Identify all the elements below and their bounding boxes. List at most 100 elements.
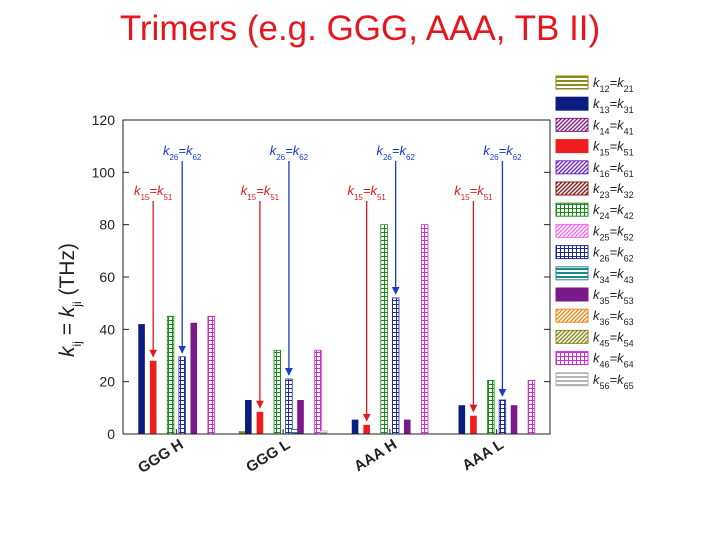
legend-swatch — [555, 75, 589, 90]
y-tick-label: 80 — [99, 217, 115, 233]
legend-item-k25=k52: k25=k52 — [555, 223, 634, 242]
bar-k26=k62-AAA-L — [498, 399, 507, 435]
legend-label: k15=k51 — [593, 139, 634, 158]
bar-k13=k31-GGG-L — [245, 399, 252, 434]
annotation-k15=k51-group-0: k15=k51 — [134, 183, 173, 358]
plot-frame — [122, 119, 551, 435]
bar-k26=k62-AAA-H — [391, 297, 400, 435]
legend-label: k56=k65 — [593, 372, 634, 391]
legend-item-k35=k53: k35=k53 — [555, 287, 634, 306]
bar-k46=k64-AAA-H — [420, 224, 429, 435]
bar-k13=k31-AAA-L — [458, 405, 466, 434]
y-axis-label-sub1: ij — [70, 341, 84, 346]
bar-k24=k42-GGG-L — [273, 349, 282, 435]
bar-k34=k43-GGG-L — [291, 428, 299, 435]
legend-label: k46=k64 — [593, 351, 634, 370]
bar-k13=k31-GGG-H — [138, 324, 145, 434]
y-tick-label: 100 — [92, 164, 116, 180]
y-axis-label-k2: k — [56, 305, 79, 317]
bar-k35=k53-GGG-H — [190, 322, 198, 434]
legend-label: k25=k52 — [593, 223, 634, 242]
bar-k35=k53-GGG-L — [297, 399, 304, 434]
legend-swatch — [555, 181, 589, 196]
annotation-k26=k62-group-3: k26=k62 — [483, 143, 522, 397]
svg-text:k26=k62: k26=k62 — [483, 143, 522, 162]
bar-k24=k42-GGG-H — [166, 315, 175, 435]
legend-swatch — [555, 96, 589, 111]
x-category-label: GGG H — [135, 436, 186, 477]
legend-swatch — [555, 117, 589, 132]
bar-k46=k64-AAA-L — [527, 379, 536, 435]
legend-item-k14=k41: k14=k41 — [555, 117, 634, 136]
legend-item-k16=k61: k16=k61 — [555, 160, 634, 179]
legend-item-k12=k21: k12=k21 — [555, 75, 634, 94]
legend-item-k46=k64: k46=k64 — [555, 351, 634, 370]
bar-k13=k31-AAA-H — [351, 419, 359, 434]
legend-item-k56=k65: k56=k65 — [555, 372, 634, 391]
bar-k15=k51-AAA-L — [470, 415, 477, 434]
x-category-label: GGG L — [243, 436, 293, 476]
annotation-k15=k51-group-2: k15=k51 — [347, 183, 386, 422]
legend-swatch — [555, 372, 589, 387]
svg-text:k26=k62: k26=k62 — [376, 143, 415, 162]
legend-item-k34=k43: k34=k43 — [555, 266, 634, 285]
legend-label: k34=k43 — [593, 266, 634, 285]
legend-swatch — [555, 351, 589, 366]
bar-k24=k42-AAA-H — [380, 224, 388, 435]
legend-label: k24=k42 — [593, 202, 634, 221]
legend-item-k45=k54: k45=k54 — [555, 329, 634, 348]
legend-label: k13=k31 — [593, 96, 634, 115]
bar-k15=k51-GGG-L — [256, 411, 264, 434]
legend-swatch — [555, 329, 589, 344]
x-category-label: AAA H — [351, 436, 400, 475]
legend-swatch — [555, 266, 589, 281]
legend-swatch — [555, 139, 589, 154]
y-axis-label-k1: k — [56, 345, 79, 357]
legend-swatch — [555, 245, 589, 260]
annotation-k15=k51-group-3: k15=k51 — [454, 183, 493, 413]
legend-item-k36=k63: k36=k63 — [555, 308, 634, 327]
y-axis-label-unit: (THz) — [56, 243, 79, 301]
legend-swatch — [555, 160, 589, 175]
annotation-k26=k62-group-0: k26=k62 — [163, 143, 202, 354]
legend-item-k15=k51: k15=k51 — [555, 139, 634, 158]
legend-label: k36=k63 — [593, 308, 634, 327]
bar-k24=k42-AAA-L — [487, 379, 495, 435]
y-tick-label: 60 — [99, 269, 115, 285]
legend-label: k35=k53 — [593, 287, 634, 306]
y-tick-label: 0 — [107, 426, 115, 442]
annotation-k26=k62-group-2: k26=k62 — [376, 143, 415, 295]
svg-text:k15=k51: k15=k51 — [241, 183, 280, 202]
legend-swatch — [555, 287, 589, 302]
y-axis-label: kij = kji (THz) — [56, 243, 84, 357]
legend-item-k13=k31: k13=k31 — [555, 96, 634, 115]
bar-k35=k53-AAA-L — [510, 405, 518, 434]
bar-k46=k64-GGG-H — [207, 315, 215, 435]
bar-k46=k64-GGG-L — [314, 349, 322, 435]
legend-swatch — [555, 202, 589, 217]
svg-text:k15=k51: k15=k51 — [347, 183, 386, 202]
y-tick-label: 40 — [99, 321, 115, 337]
bar-k15=k51-GGG-H — [149, 360, 157, 434]
legend-label: k45=k54 — [593, 329, 634, 348]
bar-k26=k62-GGG-L — [285, 378, 293, 435]
annotation-k15=k51-group-1: k15=k51 — [241, 183, 280, 409]
legend-swatch — [555, 223, 589, 238]
svg-text:k15=k51: k15=k51 — [134, 183, 173, 202]
legend-label: k16=k61 — [593, 160, 634, 179]
svg-text:k15=k51: k15=k51 — [454, 183, 493, 202]
svg-text:k26=k62: k26=k62 — [163, 143, 202, 162]
legend-label: k26=k62 — [593, 245, 634, 264]
legend-label: k12=k21 — [593, 75, 634, 94]
y-tick-label: 20 — [99, 374, 115, 390]
annotation-k26=k62-group-1: k26=k62 — [270, 143, 309, 376]
legend-label: k14=k41 — [593, 117, 634, 136]
svg-text:k26=k62: k26=k62 — [270, 143, 309, 162]
legend-swatch — [555, 308, 589, 323]
bar-k26=k62-GGG-H — [178, 356, 186, 435]
x-category-label: AAA L — [459, 436, 506, 474]
y-axis-label-eq: = — [56, 317, 79, 341]
legend-item-k24=k42: k24=k42 — [555, 202, 634, 221]
y-axis-label-sub2: ji — [70, 301, 84, 307]
